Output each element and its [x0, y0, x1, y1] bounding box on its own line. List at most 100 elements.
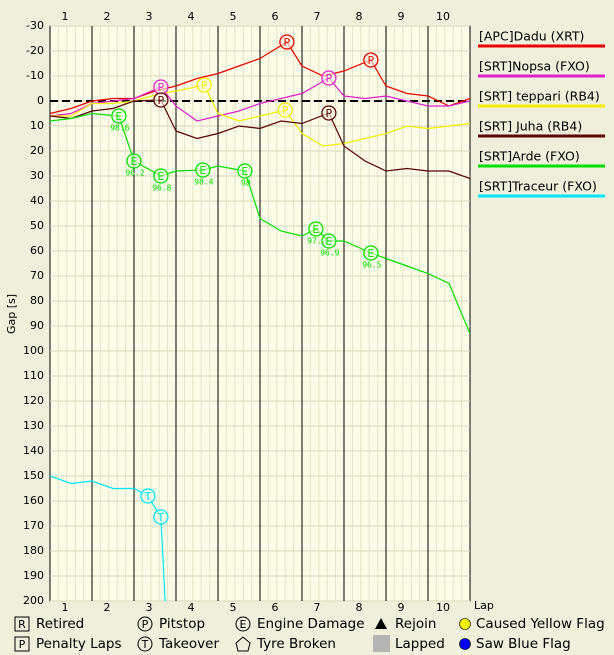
key-icon	[14, 636, 30, 652]
event-symbol: E	[157, 170, 164, 183]
key-label: Lapped	[395, 636, 445, 652]
y-tick-label: -30	[26, 19, 44, 32]
y-tick-label: 60	[30, 244, 44, 257]
event-label: 98.6	[110, 124, 129, 133]
key-label: Engine Damage	[257, 616, 365, 632]
y-tick-label: 130	[23, 419, 44, 432]
y-tick-label: 80	[30, 294, 44, 307]
y-tick-label: 140	[23, 444, 44, 457]
x-tick-label: 7	[314, 601, 321, 614]
series-line	[50, 41, 470, 115]
key-icon	[459, 618, 471, 630]
event-marker	[321, 70, 337, 86]
x-tick-label: 4	[188, 601, 195, 614]
event-symbol: T	[143, 490, 151, 503]
event-label: 96.2	[125, 169, 144, 178]
key-label: Takeover	[158, 636, 219, 652]
x-tick-label: 6	[272, 10, 279, 23]
y-tick-label: 70	[30, 269, 44, 282]
event-symbol: P	[284, 36, 291, 49]
series-line	[50, 84, 470, 147]
key-icon	[235, 636, 251, 652]
event-marker	[363, 52, 379, 68]
event-marker	[140, 488, 156, 504]
x-tick-label: 3	[146, 10, 153, 23]
y-tick-label: -10	[26, 69, 44, 82]
event-symbol: E	[241, 165, 248, 178]
key-icon	[235, 616, 251, 632]
key-label: Caused Yellow Flag	[476, 616, 605, 632]
y-tick-label: 200	[23, 594, 44, 607]
y-tick-label: 50	[30, 219, 44, 232]
x-tick-label: 2	[104, 601, 111, 614]
event-marker	[196, 77, 212, 93]
key-icon	[375, 618, 387, 629]
event-symbol: E	[199, 164, 206, 177]
event-symbol: P	[158, 94, 165, 107]
x-tick-label: 10	[436, 601, 450, 614]
key-label: Rejoin	[395, 616, 436, 632]
event-marker	[126, 153, 142, 169]
key-symbol: E	[240, 618, 247, 631]
x-tick-label: 9	[398, 601, 405, 614]
legend-label: [SRT]Arde (FXO)	[479, 149, 580, 164]
key-label: Pitstop	[159, 616, 205, 632]
y-tick-label: 150	[23, 469, 44, 482]
event-symbol: P	[158, 81, 165, 94]
y-tick-label: 110	[23, 369, 44, 382]
y-tick-label: 170	[23, 519, 44, 532]
key-symbol: P	[19, 638, 26, 651]
event-label: 96.5	[362, 261, 381, 270]
event-marker	[277, 102, 293, 118]
event-label: 96.8	[152, 184, 171, 193]
y-tick-label: 30	[30, 169, 44, 182]
key-icon	[137, 636, 153, 652]
legend-label: [APC]Dadu (XRT)	[479, 29, 584, 44]
key-icon	[14, 616, 30, 632]
event-symbol: P	[326, 72, 333, 85]
event-marker	[321, 233, 337, 249]
x-tick-label: 2	[104, 10, 111, 23]
event-marker	[321, 105, 337, 121]
y-axis-label: Gap [s]	[5, 294, 18, 334]
event-symbol: E	[312, 223, 319, 236]
y-tick-label: -20	[26, 44, 44, 57]
y-tick-label: 10	[30, 119, 44, 132]
key-icon	[137, 616, 153, 632]
y-tick-label: 20	[30, 144, 44, 157]
x-tick-label: 1	[62, 10, 69, 23]
legend-label: [SRT] teppari (RB4)	[479, 89, 600, 104]
event-symbol: P	[201, 79, 208, 92]
legend-label: [SRT]Traceur (FXO)	[479, 179, 597, 194]
y-tick-label: 100	[23, 344, 44, 357]
x-tick-label: 10	[436, 10, 450, 23]
event-symbol: T	[157, 511, 165, 524]
event-marker	[237, 163, 253, 179]
x-tick-label: 6	[272, 601, 279, 614]
key-icon	[373, 635, 390, 652]
event-symbol: P	[282, 104, 289, 117]
event-marker	[195, 162, 211, 178]
key-symbol: R	[18, 618, 26, 631]
series-line	[50, 112, 470, 334]
key-label: Retired	[36, 616, 84, 632]
key-label: Tyre Broken	[256, 636, 336, 652]
key-label: Penalty Laps	[36, 636, 122, 652]
event-symbol: E	[367, 247, 374, 260]
key-symbol: T	[141, 638, 149, 651]
x-tick-label: 8	[356, 10, 363, 23]
event-marker	[111, 108, 127, 124]
key-icon	[459, 638, 471, 650]
x-tick-label: 5	[230, 10, 237, 23]
x-tick-label: 9	[398, 10, 405, 23]
key-symbol: P	[142, 618, 149, 631]
event-marker	[363, 245, 379, 261]
x-tick-label: 3	[146, 601, 153, 614]
event-symbol: P	[368, 54, 375, 67]
y-tick-label: 120	[23, 394, 44, 407]
y-tick-label: 40	[30, 194, 44, 207]
event-marker	[308, 221, 324, 237]
event-marker	[153, 92, 169, 108]
x-tick-label: 7	[314, 10, 321, 23]
